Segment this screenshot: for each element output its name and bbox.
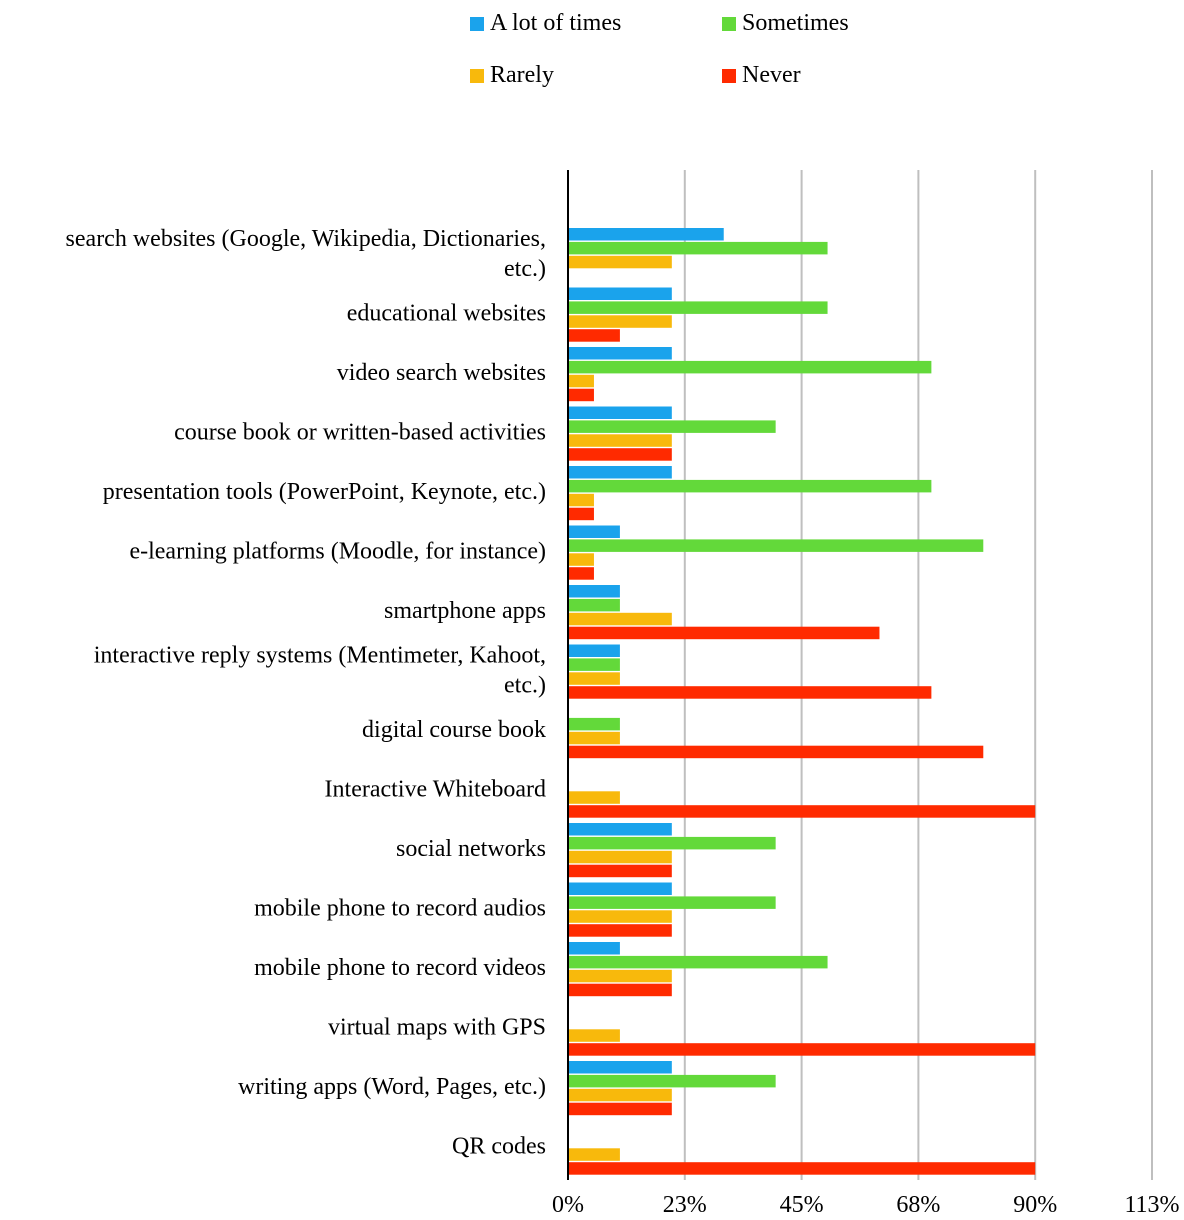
bar bbox=[568, 850, 672, 864]
bar bbox=[568, 301, 828, 314]
legend-swatch bbox=[470, 16, 484, 31]
category-label: mobile phone to record audios bbox=[254, 896, 546, 922]
bar bbox=[568, 598, 620, 612]
bar bbox=[568, 567, 594, 580]
bar bbox=[568, 448, 672, 461]
legend-label: Never bbox=[742, 62, 801, 88]
bar bbox=[568, 836, 776, 850]
category-label: interactive reply systems (Mentimeter, K… bbox=[94, 643, 546, 699]
bar bbox=[568, 717, 620, 731]
bar bbox=[568, 347, 672, 360]
bar bbox=[568, 553, 594, 566]
bar bbox=[568, 1061, 672, 1074]
legend-label: Sometimes bbox=[742, 10, 849, 36]
category-label: course book or written-based activities bbox=[174, 420, 546, 446]
bar bbox=[568, 585, 620, 598]
bar bbox=[568, 255, 672, 269]
category-label: QR codes bbox=[452, 1134, 546, 1160]
bar bbox=[568, 329, 620, 342]
bar bbox=[568, 241, 828, 255]
bar bbox=[568, 1162, 1036, 1175]
bar bbox=[568, 896, 776, 909]
bar bbox=[568, 1043, 1036, 1056]
category-label: writing apps (Word, Pages, etc.) bbox=[238, 1074, 546, 1100]
category-label: digital course book bbox=[362, 717, 546, 743]
bar bbox=[568, 406, 672, 419]
bar bbox=[568, 420, 776, 433]
legend-swatch bbox=[722, 68, 736, 83]
legend-item: A lot of times bbox=[470, 10, 621, 37]
legend-swatch bbox=[470, 68, 484, 83]
bar bbox=[568, 434, 672, 447]
bar bbox=[568, 315, 672, 328]
x-tick-label: 90% bbox=[1013, 1192, 1057, 1218]
bar bbox=[568, 539, 984, 552]
bar bbox=[568, 882, 672, 895]
bar bbox=[568, 1074, 776, 1088]
legend-item: Sometimes bbox=[722, 10, 849, 37]
bar bbox=[568, 626, 880, 640]
bar bbox=[568, 942, 620, 955]
bar bbox=[568, 1148, 620, 1161]
bar bbox=[568, 864, 672, 878]
category-label: video search websites bbox=[337, 360, 546, 386]
bar bbox=[568, 360, 932, 374]
bar bbox=[568, 287, 672, 300]
bar bbox=[568, 983, 672, 997]
bar bbox=[568, 388, 594, 402]
bar bbox=[568, 791, 620, 804]
bar bbox=[568, 924, 672, 937]
x-tick-label: 113% bbox=[1124, 1192, 1179, 1218]
x-tick-label: 68% bbox=[896, 1192, 940, 1218]
bar bbox=[568, 479, 932, 493]
bar bbox=[568, 658, 620, 671]
bar bbox=[568, 525, 620, 538]
category-label: presentation tools (PowerPoint, Keynote,… bbox=[103, 479, 546, 505]
bar bbox=[568, 910, 672, 923]
category-label: social networks bbox=[396, 836, 546, 862]
bar bbox=[568, 805, 1036, 818]
legend: A lot of times Sometimes Rarely Never bbox=[0, 0, 1184, 110]
bar bbox=[568, 374, 594, 388]
bar bbox=[568, 672, 620, 685]
category-label: e-learning platforms (Moodle, for instan… bbox=[129, 539, 546, 565]
legend-swatch bbox=[722, 16, 736, 31]
category-label: Interactive Whiteboard bbox=[325, 777, 546, 803]
bar bbox=[568, 823, 672, 836]
category-label: search websites (Google, Wikipedia, Dict… bbox=[66, 226, 546, 282]
bar bbox=[568, 731, 620, 745]
bar bbox=[568, 612, 672, 626]
bar bbox=[568, 1029, 620, 1042]
x-tick-label: 23% bbox=[663, 1192, 707, 1218]
bar bbox=[568, 745, 984, 759]
bar bbox=[568, 507, 594, 521]
legend-label: A lot of times bbox=[490, 10, 622, 36]
bar bbox=[568, 1102, 672, 1116]
bar bbox=[568, 228, 724, 241]
bar bbox=[568, 1088, 672, 1102]
bar bbox=[568, 644, 620, 657]
legend-item: Never bbox=[722, 62, 801, 89]
category-label: educational websites bbox=[347, 301, 546, 327]
bar bbox=[568, 686, 932, 699]
bar bbox=[568, 955, 828, 969]
category-label: mobile phone to record videos bbox=[254, 955, 546, 981]
bar bbox=[568, 969, 672, 983]
legend-item: Rarely bbox=[470, 62, 554, 89]
legend-label: Rarely bbox=[490, 62, 554, 88]
bar bbox=[568, 493, 594, 507]
category-label: virtual maps with GPS bbox=[328, 1015, 546, 1041]
x-tick-label: 45% bbox=[780, 1192, 824, 1218]
x-tick-label: 0% bbox=[552, 1192, 584, 1218]
category-label: smartphone apps bbox=[384, 598, 546, 624]
bar bbox=[568, 466, 672, 479]
